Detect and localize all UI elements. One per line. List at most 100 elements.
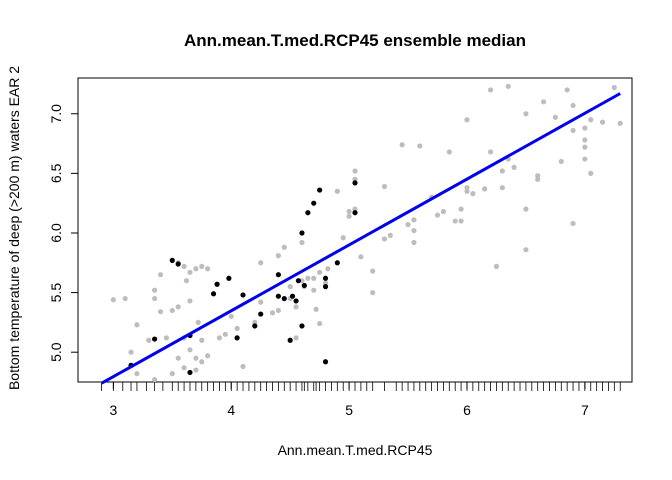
grey-point bbox=[275, 307, 281, 314]
grey-point bbox=[334, 188, 340, 194]
plot-area: 3 4 5 6 7 5.0 5.5 6.0 6.5 7.0 bbox=[48, 77, 633, 418]
grey-point bbox=[582, 156, 588, 162]
grey-point bbox=[234, 325, 240, 331]
black-point bbox=[295, 278, 302, 284]
grey-point bbox=[134, 322, 140, 328]
grey-point bbox=[340, 235, 346, 241]
grey-point bbox=[152, 377, 158, 383]
grey-point bbox=[487, 87, 494, 93]
grey-point bbox=[187, 347, 193, 353]
grey-point bbox=[599, 119, 606, 125]
grey-point bbox=[228, 313, 234, 320]
grey-point bbox=[325, 266, 331, 272]
grey-point bbox=[183, 278, 190, 284]
y-tick-label: 6.0 bbox=[48, 223, 64, 243]
grey-point bbox=[169, 307, 175, 314]
black-point bbox=[352, 180, 358, 186]
black-point bbox=[299, 323, 305, 329]
plot-frame bbox=[77, 77, 633, 383]
y-tick-label: 6.5 bbox=[48, 163, 64, 183]
grey-point bbox=[535, 173, 541, 179]
black-point bbox=[317, 187, 323, 193]
grey-point bbox=[128, 349, 134, 355]
grey-point bbox=[570, 220, 576, 227]
grey-point bbox=[499, 185, 505, 191]
grey-point bbox=[311, 287, 317, 293]
grey-point bbox=[458, 206, 464, 212]
black-point bbox=[293, 298, 299, 304]
grey-point bbox=[370, 289, 376, 296]
grey-point bbox=[313, 306, 319, 312]
black-point bbox=[322, 275, 329, 281]
y-tick-label: 5.5 bbox=[48, 283, 64, 303]
grey-point bbox=[440, 208, 447, 215]
grey-point bbox=[487, 149, 494, 155]
x-axis-label: Ann.mean.T.med.RCP45 bbox=[278, 442, 433, 458]
grey-point bbox=[352, 168, 358, 174]
black-point bbox=[281, 295, 287, 302]
grey-point bbox=[293, 335, 299, 341]
grey-point bbox=[446, 149, 452, 155]
black-point bbox=[301, 282, 307, 289]
grey-point bbox=[181, 263, 187, 269]
grey-point bbox=[523, 111, 529, 117]
grey-point bbox=[193, 355, 199, 361]
grey-point bbox=[464, 185, 470, 191]
grey-point bbox=[193, 367, 199, 373]
black-point bbox=[234, 335, 240, 341]
grey-point bbox=[346, 213, 352, 219]
x-tick-label: 6 bbox=[463, 402, 471, 418]
black-point bbox=[240, 292, 246, 298]
grey-point bbox=[122, 295, 128, 302]
grey-point bbox=[199, 337, 205, 343]
black-point bbox=[352, 210, 358, 216]
grey-point bbox=[152, 287, 158, 293]
grey-point bbox=[434, 212, 441, 218]
black-point bbox=[322, 284, 329, 290]
grey-point bbox=[493, 263, 500, 269]
grey-point bbox=[582, 125, 588, 131]
grey-point bbox=[499, 168, 505, 174]
grey-point bbox=[458, 218, 464, 224]
grey-point bbox=[181, 365, 187, 371]
grey-point bbox=[146, 337, 152, 343]
grey-point bbox=[582, 144, 588, 150]
x-tick-label: 4 bbox=[227, 402, 235, 418]
grey-point bbox=[222, 331, 228, 337]
grey-point bbox=[405, 222, 411, 228]
grey-point bbox=[110, 297, 116, 303]
grey-point bbox=[611, 84, 617, 91]
grey-point bbox=[411, 239, 417, 246]
black-point bbox=[214, 281, 220, 287]
grey-point bbox=[175, 355, 181, 361]
black-point bbox=[334, 260, 340, 266]
grey-point bbox=[470, 191, 476, 197]
y-tick-label: 7.0 bbox=[48, 104, 64, 124]
grey-point bbox=[216, 335, 223, 341]
black-point bbox=[289, 293, 296, 299]
grey-point bbox=[381, 183, 388, 190]
grey-point bbox=[358, 254, 364, 260]
grey-point bbox=[381, 236, 388, 242]
grey-point bbox=[346, 208, 352, 215]
grey-point bbox=[199, 263, 205, 269]
grey-point bbox=[411, 227, 417, 234]
grey-point bbox=[281, 244, 287, 250]
grey-point bbox=[411, 217, 417, 223]
x-tick-label: 5 bbox=[345, 402, 353, 418]
grey-point bbox=[370, 268, 376, 274]
black-point bbox=[275, 272, 281, 278]
grey-point bbox=[552, 114, 558, 120]
grey-point bbox=[558, 158, 564, 165]
grey-point bbox=[187, 269, 193, 275]
grey-point bbox=[287, 284, 293, 290]
grey-point bbox=[482, 186, 488, 192]
black-point bbox=[305, 210, 311, 216]
grey-point bbox=[399, 142, 405, 148]
grey-point bbox=[464, 117, 470, 123]
grey-point bbox=[163, 335, 170, 341]
x-tick-label: 3 bbox=[109, 402, 117, 418]
chart-title: Ann.mean.T.med.RCP45 ensemble median bbox=[184, 31, 526, 50]
grey-point bbox=[570, 102, 576, 109]
black-point bbox=[175, 261, 181, 267]
